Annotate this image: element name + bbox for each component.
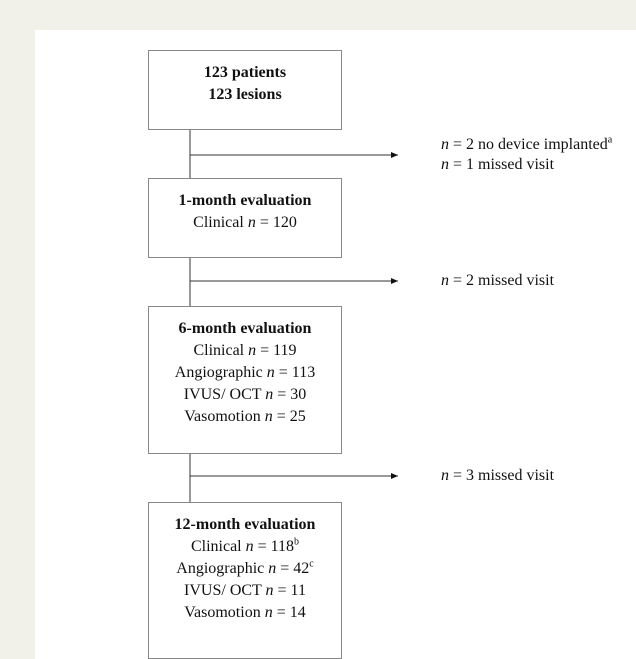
line-value: = 2 xyxy=(453,272,475,289)
line-label: Clinical xyxy=(193,214,244,231)
box-line: Clinical n = 120 xyxy=(149,212,341,234)
line-value: = 2 xyxy=(453,136,475,153)
box-line: IVUS/ OCT n = 11 xyxy=(149,580,341,602)
line-var: n xyxy=(266,364,275,381)
line-label: Clinical xyxy=(190,538,242,555)
line-var: n xyxy=(264,604,273,621)
box-title: 6-month evaluation xyxy=(178,320,312,337)
box-title: 1-month evaluation xyxy=(178,192,312,209)
line-label: missed visit xyxy=(478,467,555,484)
line-label: missed visit xyxy=(478,272,555,289)
line-label: Angiographic xyxy=(174,364,263,381)
line-label: IVUS/ OCT xyxy=(183,386,262,403)
footnote-mark: b xyxy=(294,536,300,548)
line-value: = 25 xyxy=(276,408,306,425)
line-value: = 30 xyxy=(277,386,307,403)
box-title: 123 patients xyxy=(203,64,287,81)
line-value: = 118 xyxy=(257,538,295,555)
line-var: n xyxy=(247,214,256,231)
exit-line: n = 2 no device implanteda xyxy=(441,135,612,155)
box-line: Angiographic n = 113 xyxy=(149,362,341,384)
line-var: n xyxy=(441,467,449,484)
line-value: = 1 xyxy=(453,156,475,173)
panel: 123 patients 123 lesions 1-month evaluatio… xyxy=(35,30,636,659)
box-line: Vasomotion n = 25 xyxy=(149,406,341,428)
flow-box: 1-month evaluation Clinical n = 120 xyxy=(148,178,342,258)
exit-note: n = 3 missed visit xyxy=(441,466,554,486)
exit-note: n = 2 missed visit xyxy=(441,271,554,291)
flow-box: 6-month evaluation Clinical n = 119 Angiog… xyxy=(148,306,342,454)
line-var: n xyxy=(245,538,254,555)
line-label: Vasomotion xyxy=(184,408,261,425)
box-title: 123 lesions xyxy=(208,86,282,103)
line-var: n xyxy=(268,560,277,577)
line-var: n xyxy=(265,386,274,403)
exit-line: n = 3 missed visit xyxy=(441,466,554,486)
line-var: n xyxy=(248,342,257,359)
line-value: = 119 xyxy=(260,342,297,359)
connectors xyxy=(189,130,398,502)
line-label: Vasomotion xyxy=(184,604,261,621)
footnote-mark: c xyxy=(309,558,314,570)
exit-line: n = 2 missed visit xyxy=(441,271,554,291)
line-var: n xyxy=(264,408,273,425)
line-value: = 120 xyxy=(259,214,297,231)
line-label: Clinical xyxy=(193,342,245,359)
line-value: = 113 xyxy=(278,364,316,381)
line-value: = 3 xyxy=(453,467,475,484)
line-value: = 42 xyxy=(280,560,310,577)
flow-box: 12-month evaluation Clinical n = 118b Angi… xyxy=(148,502,342,659)
box-line: Vasomotion n = 14 xyxy=(149,602,341,624)
line-label: missed visit xyxy=(478,156,555,173)
line-value: = 11 xyxy=(277,582,306,599)
box-line: Clinical n = 119 xyxy=(149,340,341,362)
line-label: no device implanted xyxy=(478,136,608,153)
box-line: IVUS/ OCT n = 30 xyxy=(149,384,341,406)
line-var: n xyxy=(441,136,449,153)
box-title: 12-month evaluation xyxy=(174,516,316,533)
line-var: n xyxy=(265,582,274,599)
exit-line: n = 1 missed visit xyxy=(441,155,612,175)
box-line: Clinical n = 118b xyxy=(149,536,341,558)
exit-note: n = 2 no device implanteda n = 1 missed v… xyxy=(441,135,612,175)
box-line: Angiographic n = 42c xyxy=(149,558,341,580)
footnote-mark: a xyxy=(607,134,613,146)
flow-box: 123 patients 123 lesions xyxy=(148,50,342,130)
line-var: n xyxy=(441,272,449,289)
line-value: = 14 xyxy=(276,604,306,621)
line-var: n xyxy=(441,156,449,173)
line-label: IVUS/ OCT xyxy=(184,582,262,599)
line-label: Angiographic xyxy=(176,560,265,577)
